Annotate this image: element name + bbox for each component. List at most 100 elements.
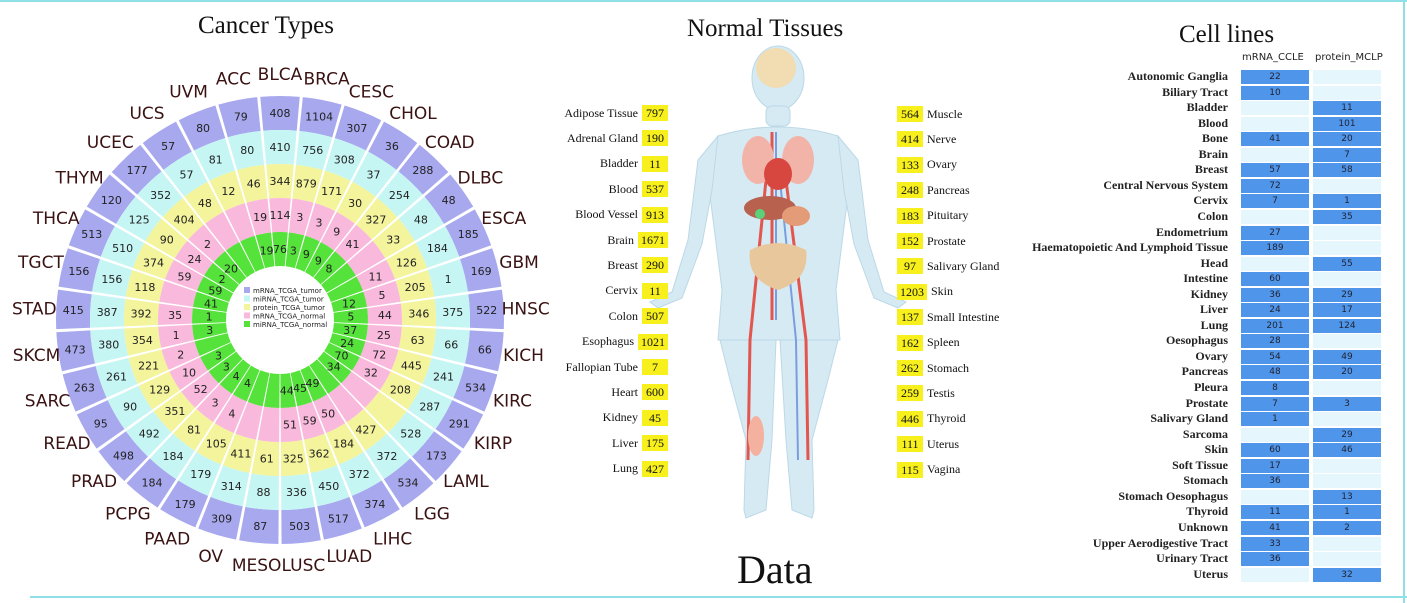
ring-1-segment: [368, 121, 418, 170]
ring-3-value: 12: [221, 185, 235, 198]
ring-5-value: 3: [215, 350, 222, 363]
ring-3-value: 171: [321, 185, 342, 198]
ring-1-value: 503: [289, 520, 310, 533]
heart-icon: [764, 158, 792, 190]
cancer-label: TGCT: [17, 253, 64, 273]
ring-3-segment: [280, 439, 309, 476]
ring-2-segment: [92, 259, 133, 297]
ring-3-segment: [326, 423, 364, 465]
tissue-count-badge: 190: [642, 130, 668, 147]
ring-4-segment: [313, 394, 346, 433]
ring-1-segment: [56, 330, 96, 372]
ring-2-segment: [126, 411, 172, 457]
tissue-row-left: Esophagus 1021: [540, 333, 668, 351]
mrna-count-cell: 189: [1241, 241, 1309, 256]
frame-right-line: [1403, 0, 1405, 603]
tissue-name: Ovary: [927, 157, 957, 172]
ring-2-value: 528: [400, 427, 421, 440]
cancer-label: OV: [198, 547, 223, 567]
ring-5-segment: [321, 262, 356, 293]
tissue-count-badge: 564: [897, 106, 923, 122]
protein-count-cell: [1313, 241, 1381, 256]
ring-3-value: 392: [131, 307, 152, 320]
cell-line-row: Liver 24 17: [1000, 302, 1400, 318]
cell-lines-title: Cell lines: [1179, 21, 1275, 48]
cell-line-row: Kidney 36 29: [1000, 287, 1400, 303]
ring-4-value: 59: [303, 415, 317, 428]
cell-line-row: Ovary 54 49: [1000, 349, 1400, 365]
ring-5-value: 9: [303, 248, 310, 261]
mrna-count-cell: [1241, 427, 1309, 442]
cell-line-row: Pleura 8: [1000, 380, 1400, 396]
ring-2-value: 90: [123, 401, 137, 414]
ring-3-segment: [162, 198, 204, 240]
mrna-count-cell: 48: [1241, 365, 1309, 380]
tissue-row-right: 262 Stomach: [897, 359, 977, 377]
tissue-count-badge: 11: [642, 155, 668, 172]
mrna-count-cell: [1241, 567, 1309, 582]
tissue-count-badge: 111: [897, 436, 923, 453]
mrna-count-cell: 41: [1241, 520, 1309, 535]
ring-4-segment: [161, 341, 200, 370]
cancer-sector-laml: 173 528 34 LAML: [317, 351, 489, 492]
ring-2-segment: [324, 138, 366, 181]
cell-line-row: Sarcoma 29: [1000, 427, 1400, 443]
mrna-count-cell: 36: [1241, 474, 1309, 489]
human-body-figure: [649, 45, 907, 519]
protein-count-cell: 58: [1313, 163, 1381, 178]
ring-5-segment: [255, 232, 275, 269]
protein-count-cell: 49: [1313, 349, 1381, 364]
ring-3-value: 61: [260, 452, 274, 465]
ring-2-segment: [107, 385, 153, 430]
frame-top-line: [0, 0, 1407, 2]
tissue-count-badge: 797: [642, 105, 668, 121]
protein-count-cell: [1313, 381, 1381, 395]
ring-1-segment: [334, 105, 382, 151]
ring-1-value: 534: [465, 382, 486, 395]
tissue-name: Nerve: [927, 131, 957, 146]
tissue-count-badge: 1203: [897, 283, 927, 300]
ring-4-segment: [341, 371, 379, 408]
ring-2-value: 66: [444, 339, 458, 352]
tissue-row-left: Fallopian Tube 7: [540, 358, 668, 376]
ring-2-value: 179: [190, 468, 211, 481]
ring-3-segment: [125, 270, 165, 302]
cell-line-row: Bladder 11: [1000, 100, 1400, 116]
ring-4-segment: [158, 324, 195, 348]
ring-2-value: 37: [367, 168, 381, 181]
cell-line-name: Biliary Tract: [1162, 84, 1228, 99]
cancer-label: LIHC: [373, 530, 412, 550]
mrna-count-cell: 36: [1241, 287, 1309, 302]
cancer-sector-kirp: 291 287 208 32 70 KIRP: [324, 342, 512, 454]
ring-5-segment: [192, 308, 227, 324]
cell-line-name: Pancreas: [1181, 364, 1228, 379]
cell-line-name: Soft Tissue: [1172, 457, 1228, 472]
ring-4-segment: [196, 384, 232, 423]
cell-line-row: Endometrium 27: [1000, 225, 1400, 241]
tissue-row-right: 133 Ovary: [897, 156, 977, 174]
ring-5-segment: [200, 342, 236, 371]
ring-5-segment: [290, 370, 313, 407]
ring-4-segment: [297, 401, 325, 440]
ring-2-segment: [398, 196, 444, 242]
ring-3-value: 126: [396, 256, 417, 269]
ring-1-value: 291: [449, 418, 470, 431]
cancer-sector-kich: 66 66 63 25 37 KICH: [332, 322, 544, 372]
protein-count-cell: 29: [1313, 427, 1381, 442]
ring-2-value: 336: [286, 486, 307, 499]
legend-label: protein_TCGA_tumor: [253, 304, 325, 312]
cancer-sector-ov: 309 314 411 OV: [198, 370, 270, 567]
ring-2-value: 184: [163, 450, 184, 463]
cancer-label: DLBC: [457, 168, 503, 188]
protein-count-cell: 32: [1313, 567, 1381, 582]
cancer-label: READ: [43, 434, 90, 454]
cell-line-name: Bone: [1201, 131, 1228, 146]
protein-count-cell: 35: [1313, 209, 1381, 224]
cancer-sector-skcm: 473 380 354 1 3 SKCM: [13, 322, 228, 372]
tissue-name: Uterus: [927, 436, 959, 451]
cell-line-name: Central Nervous System: [1103, 177, 1228, 192]
frame-bottom-line: [30, 596, 1407, 598]
cell-line-name: Uterus: [1193, 566, 1228, 581]
ring-3-segment: [124, 326, 162, 356]
ring-2-value: 308: [334, 153, 355, 166]
